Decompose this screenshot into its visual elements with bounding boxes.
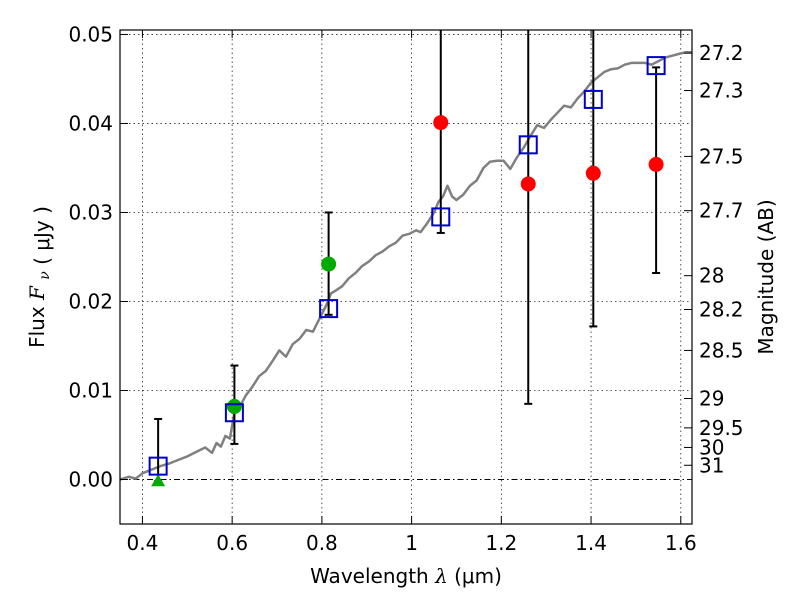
detection-marker xyxy=(321,256,337,272)
x-tick-label: 0.4 xyxy=(127,531,159,555)
y-tick-label: 0.04 xyxy=(68,111,113,135)
magnitude-axis-label: Magnitude (AB) xyxy=(754,199,778,354)
y-axis-label-symbol: F xyxy=(25,285,49,301)
model-spectrum-layer xyxy=(119,51,692,481)
dropout-triangle-marker xyxy=(151,474,166,487)
x-tick-label: 1.6 xyxy=(665,531,697,555)
magnitude-tick-label: 29.5 xyxy=(699,416,744,440)
y-axis-label-subscript: ν xyxy=(37,271,53,280)
y-tick-label: 0.01 xyxy=(68,378,113,402)
y-axis-label-text: Flux xyxy=(25,306,49,348)
non-detection-marker xyxy=(433,115,449,131)
markers-layer xyxy=(148,56,666,487)
magnitude-tick-label: 27.3 xyxy=(699,79,744,103)
non-detection-marker xyxy=(520,176,536,192)
y-axis-label-unit: ( μJy ) xyxy=(30,206,54,265)
error-bars-layer xyxy=(154,30,661,483)
non-detection-marker xyxy=(648,156,664,172)
y-axis-label: Flux F ν ( μJy ) xyxy=(25,206,54,348)
model-photometry-marker xyxy=(148,456,168,476)
x-axis-label-unit: (μm) xyxy=(454,564,502,588)
model-photometry-marker xyxy=(319,299,339,319)
magnitude-tick-label: 29 xyxy=(699,386,724,410)
magnitude-tick-label: 31 xyxy=(699,453,724,477)
magnitude-tick-label: 28.5 xyxy=(699,338,744,362)
magnitude-tick-label: 27.2 xyxy=(699,41,744,65)
grid-lines xyxy=(120,30,692,524)
magnitude-tick-label: 28.2 xyxy=(699,297,744,321)
x-axis-label: Wavelength λ (μm) xyxy=(310,564,502,588)
y-tick-label: 0.00 xyxy=(68,467,113,491)
magnitude-tick-label: 27.5 xyxy=(699,144,744,168)
x-tick-label: 0.6 xyxy=(216,531,248,555)
non-detection-marker xyxy=(585,165,601,181)
model-photometry-marker xyxy=(431,207,451,227)
x-tick-label: 1.2 xyxy=(485,531,517,555)
magnitude-tick-label: 30 xyxy=(699,435,724,459)
axis-ticks: 0.4 0.6 0.8 1 1.2 1.4 1.6 0.00 0.01 0.02 0.03 0.04 0… xyxy=(68,22,743,555)
x-axis-label-symbol: λ xyxy=(434,564,448,588)
x-axis-label-text: Wavelength xyxy=(310,564,429,588)
magnitude-tick-label: 27.7 xyxy=(699,199,744,223)
x-tick-label: 0.8 xyxy=(306,531,338,555)
magnitude-tick-label: 28 xyxy=(699,264,724,288)
y-tick-label: 0.03 xyxy=(68,200,113,224)
model-photometry-marker xyxy=(518,135,538,155)
model-photometry-marker xyxy=(646,56,666,76)
y-tick-label: 0.05 xyxy=(68,22,113,46)
y-tick-label: 0.02 xyxy=(68,289,113,313)
model-photometry-marker xyxy=(583,89,603,109)
x-tick-label: 1.4 xyxy=(575,531,607,555)
model-photometry-marker xyxy=(224,403,244,423)
detection-marker xyxy=(226,399,242,415)
x-tick-label: 1 xyxy=(405,531,418,555)
plot-frame xyxy=(119,29,693,525)
model-spectrum-line xyxy=(119,51,692,481)
